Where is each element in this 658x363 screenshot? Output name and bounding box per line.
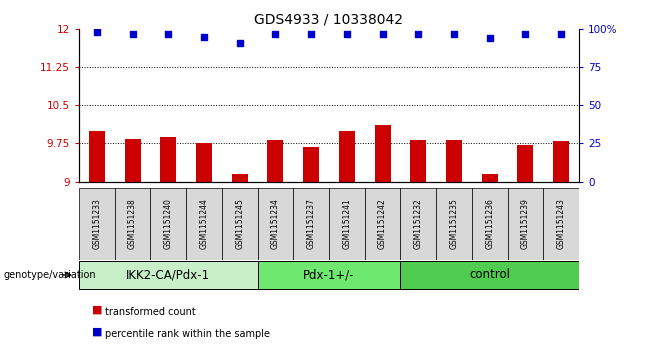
Text: GSM1151235: GSM1151235: [449, 198, 459, 249]
FancyBboxPatch shape: [186, 188, 222, 260]
Point: [484, 35, 495, 41]
Bar: [517, 145, 534, 182]
Title: GDS4933 / 10338042: GDS4933 / 10338042: [255, 12, 403, 26]
FancyBboxPatch shape: [329, 188, 365, 260]
FancyBboxPatch shape: [257, 188, 293, 260]
Point: [127, 31, 138, 37]
Point: [556, 31, 567, 37]
Text: GSM1151237: GSM1151237: [307, 198, 316, 249]
Text: control: control: [469, 269, 510, 281]
FancyBboxPatch shape: [222, 188, 257, 260]
Text: GSM1151240: GSM1151240: [164, 198, 173, 249]
Text: transformed count: transformed count: [105, 307, 196, 317]
Bar: [89, 131, 105, 182]
FancyBboxPatch shape: [436, 188, 472, 260]
FancyBboxPatch shape: [401, 188, 436, 260]
Text: GSM1151242: GSM1151242: [378, 198, 387, 249]
Text: Pdx-1+/-: Pdx-1+/-: [303, 269, 355, 281]
Text: genotype/variation: genotype/variation: [3, 270, 96, 280]
Bar: [446, 140, 462, 182]
Point: [342, 31, 352, 37]
Point: [377, 31, 388, 37]
FancyBboxPatch shape: [257, 261, 401, 289]
Bar: [411, 140, 426, 182]
Bar: [196, 143, 212, 182]
FancyBboxPatch shape: [114, 188, 151, 260]
FancyBboxPatch shape: [507, 188, 544, 260]
Bar: [124, 139, 141, 182]
Text: GSM1151243: GSM1151243: [557, 198, 566, 249]
Bar: [160, 137, 176, 182]
Text: GSM1151236: GSM1151236: [485, 198, 494, 249]
Text: GSM1151238: GSM1151238: [128, 198, 137, 249]
Bar: [374, 125, 391, 182]
Text: GSM1151233: GSM1151233: [92, 198, 101, 249]
FancyBboxPatch shape: [544, 188, 579, 260]
Bar: [339, 131, 355, 182]
FancyBboxPatch shape: [79, 261, 257, 289]
Text: IKK2-CA/Pdx-1: IKK2-CA/Pdx-1: [126, 269, 211, 281]
Text: GSM1151245: GSM1151245: [235, 198, 244, 249]
Bar: [482, 174, 497, 182]
Bar: [232, 174, 247, 182]
Text: GSM1151241: GSM1151241: [342, 198, 351, 249]
FancyBboxPatch shape: [401, 261, 579, 289]
Text: GSM1151234: GSM1151234: [271, 198, 280, 249]
Bar: [303, 147, 319, 182]
Point: [306, 31, 316, 37]
Text: GSM1151239: GSM1151239: [521, 198, 530, 249]
Point: [91, 29, 102, 35]
FancyBboxPatch shape: [79, 188, 114, 260]
FancyBboxPatch shape: [293, 188, 329, 260]
Point: [449, 31, 459, 37]
FancyBboxPatch shape: [472, 188, 507, 260]
Point: [234, 40, 245, 46]
Text: ■: ■: [92, 327, 103, 337]
FancyBboxPatch shape: [365, 188, 401, 260]
Bar: [553, 141, 569, 182]
Point: [270, 31, 281, 37]
Point: [413, 31, 424, 37]
Point: [163, 31, 174, 37]
Bar: [267, 140, 284, 182]
Text: GSM1151232: GSM1151232: [414, 198, 423, 249]
Point: [199, 34, 209, 40]
Text: ■: ■: [92, 305, 103, 315]
Text: percentile rank within the sample: percentile rank within the sample: [105, 329, 270, 339]
Point: [520, 31, 531, 37]
Text: GSM1151244: GSM1151244: [199, 198, 209, 249]
FancyBboxPatch shape: [151, 188, 186, 260]
